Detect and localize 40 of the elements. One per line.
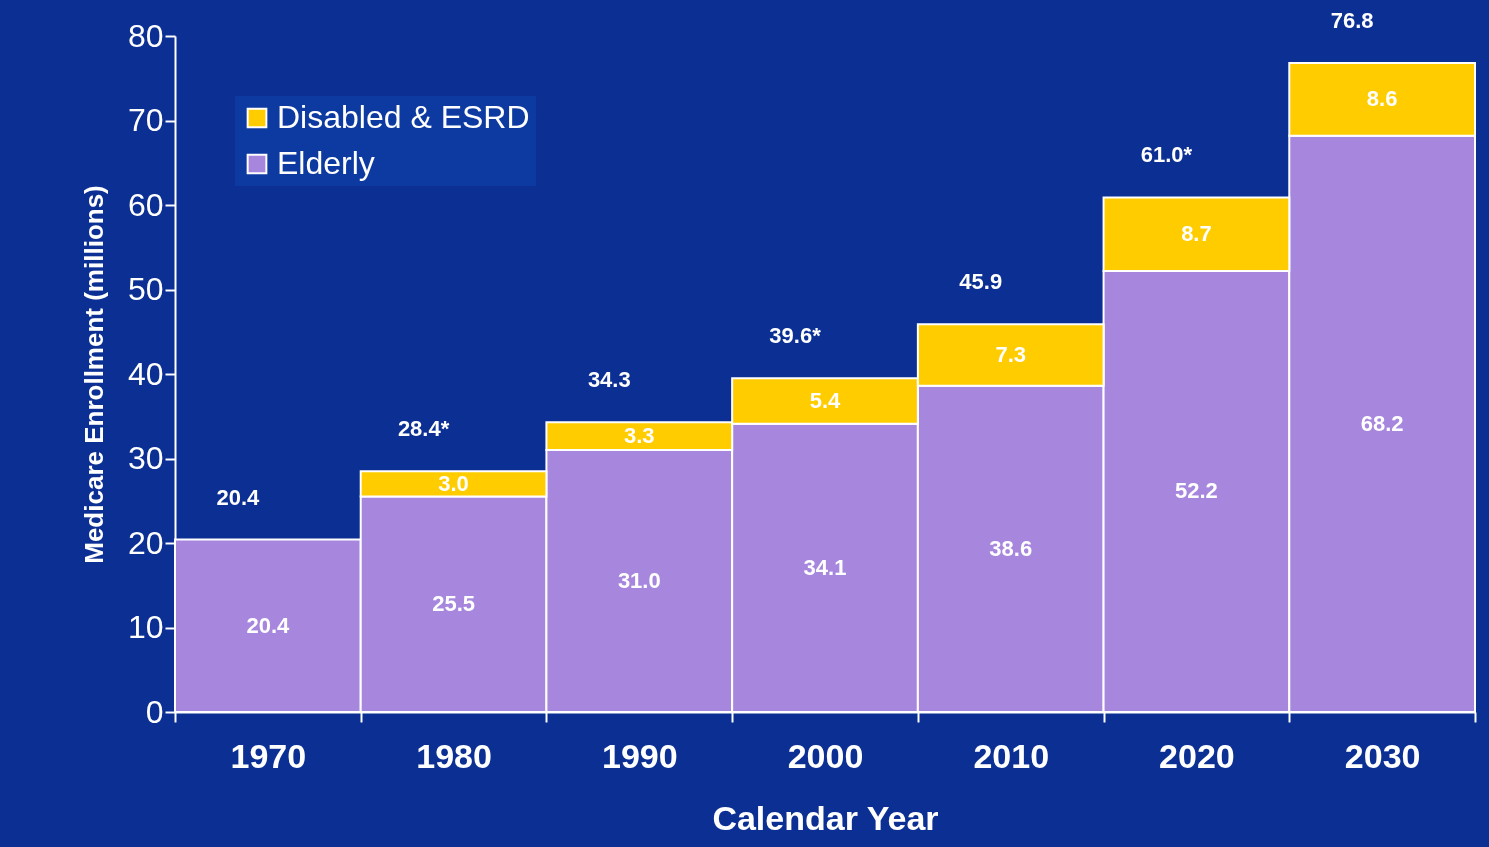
y-tick-label: 80 [127,17,164,54]
total-label: 28.4* [397,416,450,442]
data-label: 8.7 [1181,221,1212,247]
x-tick-label: 1970 [230,736,307,775]
total-label: 76.8 [1330,8,1374,34]
data-label: 34.1 [803,554,847,580]
x-tick-label: 2010 [973,736,1050,775]
y-tick-label: 50 [127,271,164,307]
y-axis-title: Medicare Enrollment (millions) [78,185,109,564]
x-axis-title: Calendar Year [712,798,939,837]
total-label: 39.6* [769,323,822,349]
y-tick-label: 40 [127,355,164,392]
data-label: 31.0 [617,568,661,594]
x-tick-label: 1980 [416,736,492,775]
total-label: 61.0* [1140,142,1193,168]
y-tick-label: 10 [127,609,164,645]
data-label: 3.0 [438,470,469,496]
x-tick-label: 2000 [787,736,864,775]
legend-label: Elderly [277,145,375,181]
data-label: 38.6 [989,535,1033,561]
data-label: 8.6 [1366,86,1398,112]
legend-label: Disabled & ESRD [277,99,530,135]
x-tick-label: 2020 [1159,736,1235,775]
data-label: 25.5 [432,591,475,617]
data-label: 7.3 [995,341,1027,367]
total-label: 20.4 [216,484,261,510]
x-tick-label: 1990 [601,736,678,775]
total-label: 45.9 [959,269,1003,295]
data-label: 68.2 [1360,410,1404,436]
y-tick-label: 60 [127,186,164,223]
y-tick-label: 0 [145,693,164,730]
data-label: 20.4 [246,612,291,638]
y-tick-label: 70 [127,102,164,138]
data-label: 52.2 [1175,478,1218,504]
y-tick-label: 20 [127,524,164,561]
data-label: 3.3 [623,423,655,449]
total-label: 34.3 [587,367,631,393]
x-tick-label: 2030 [1344,736,1421,775]
data-label: 5.4 [809,388,842,414]
y-tick-label: 30 [127,440,164,476]
